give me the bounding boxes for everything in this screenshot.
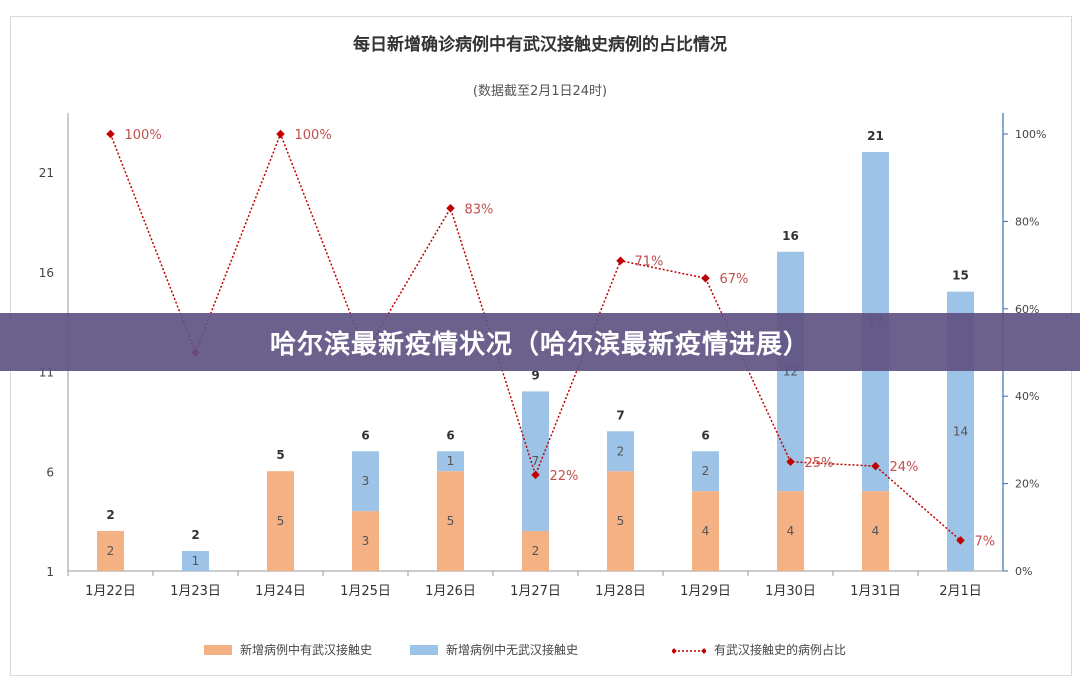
bar-label-with-contact: 5 (617, 514, 625, 528)
ratio-point (616, 256, 625, 265)
bar-with-contact (352, 511, 379, 571)
y-right-tick-label: 60% (1015, 303, 1039, 316)
y-left-tick-label: 1 (46, 565, 54, 579)
chart-subtitle: (数据截至2月1日24时) (472, 84, 608, 99)
bar-label-with-contact: 4 (787, 524, 795, 538)
bar-label-with-contact: 4 (872, 524, 880, 538)
ratio-point-label: 100% (125, 128, 162, 143)
ratio-point (701, 273, 710, 283)
bar-label-with-contact: 4 (702, 524, 710, 538)
x-tick-label: 1月27日 (510, 584, 561, 599)
bar-without-contact (777, 251, 804, 492)
bar-without-contact (692, 451, 719, 492)
bar-without-contact (607, 431, 634, 472)
ratio-point (871, 461, 880, 471)
chart-title: 每日新增确诊病例中有武汉接触史病例的占比情况 (353, 35, 727, 55)
x-tick-label: 1月28日 (595, 584, 646, 599)
bar-with-contact (862, 491, 889, 571)
legend-swatch-blue (410, 644, 438, 655)
bar-total-label: 5 (276, 448, 284, 462)
ratio-point-label: 100% (295, 128, 332, 143)
y-right-tick-label: 100% (1015, 128, 1046, 141)
bar-total-label: 2 (191, 528, 199, 542)
bar-label-with-contact: 5 (447, 514, 455, 528)
y-right-tick-label: 20% (1015, 478, 1039, 491)
bar-label-without-contact: 3 (362, 474, 370, 488)
ratio-point-label: 22% (550, 469, 579, 484)
bar-with-contact (267, 471, 294, 571)
x-tick-label: 1月29日 (680, 584, 731, 599)
legend-item-without-contact: 新增病例中无武汉接触史 (410, 641, 578, 658)
overlay-banner: 哈尔滨最新疫情状况（哈尔滨最新疫情进展） (0, 313, 1080, 371)
ratio-point-label: 67% (720, 272, 749, 287)
y-right-tick-label: 40% (1015, 390, 1039, 403)
bar-with-contact (97, 531, 124, 571)
bar-label-without-contact: 2 (617, 444, 625, 458)
ratio-point-label: 25% (805, 456, 834, 471)
legend-label-ratio: 有武汉接触史的病例占比 (714, 643, 847, 657)
ratio-point-label: 24% (890, 460, 919, 475)
bar-total-label: 15 (952, 269, 969, 283)
bar-label-without-contact: 7 (532, 454, 540, 468)
bar-without-contact (522, 391, 549, 532)
bar-label-without-contact: 14 (953, 424, 968, 438)
y-left-tick-label: 6 (46, 465, 54, 479)
ratio-point (956, 536, 965, 545)
bar-total-label: 21 (867, 129, 884, 143)
ratio-point-label: 83% (465, 202, 494, 217)
bar-with-contact (437, 471, 464, 571)
bar-total-label: 6 (446, 428, 454, 442)
ratio-point (446, 204, 455, 213)
y-right-tick-label: 80% (1015, 215, 1039, 228)
ratio-point-label: 71% (635, 255, 664, 270)
bar-label-with-contact: 5 (277, 514, 285, 528)
bar-label-without-contact: 1 (192, 554, 200, 568)
ratio-point (106, 129, 115, 139)
x-tick-label: 1月31日 (850, 584, 901, 599)
x-tick-label: 1月23日 (170, 584, 221, 599)
legend-label-with-contact: 新增病例中有武汉接触史 (240, 643, 373, 657)
bar-label-with-contact: 2 (107, 544, 115, 558)
legend-line-marker-icon (671, 645, 707, 655)
bar-label-with-contact: 2 (532, 544, 540, 558)
ratio-point-label: 7% (975, 534, 996, 549)
x-tick-label: 1月26日 (425, 584, 476, 599)
bar-with-contact (522, 531, 549, 571)
legend-label-without-contact: 新增病例中无武汉接触史 (446, 643, 579, 657)
bar-with-contact (777, 491, 804, 571)
bar-total-label: 9 (531, 368, 539, 382)
bar-label-without-contact: 1 (447, 454, 455, 468)
legend-swatch-orange (204, 644, 232, 655)
bar-without-contact (437, 451, 464, 472)
bar-without-contact (352, 451, 379, 512)
ratio-point (531, 470, 540, 480)
bar-with-contact (607, 471, 634, 571)
y-right-tick-label: 0% (1015, 565, 1032, 578)
bar-label-without-contact: 2 (702, 464, 710, 478)
bar-total-label: 2 (106, 508, 114, 522)
bar-total-label: 7 (616, 408, 624, 422)
x-tick-label: 1月24日 (255, 584, 306, 599)
y-left-tick-label: 21 (39, 166, 54, 180)
legend-item-ratio: 有武汉接触史的病例占比 (671, 641, 847, 658)
x-tick-label: 2月1日 (939, 584, 982, 599)
x-tick-label: 1月30日 (765, 584, 816, 599)
ratio-point (276, 129, 285, 139)
ratio-point (786, 457, 795, 466)
x-tick-label: 1月25日 (340, 584, 391, 599)
y-left-tick-label: 16 (39, 266, 54, 280)
bar-total-label: 6 (361, 428, 369, 442)
bar-label-with-contact: 3 (362, 534, 370, 548)
x-tick-label: 1月22日 (85, 584, 136, 599)
legend-item-with-contact: 新增病例中有武汉接触史 (204, 641, 372, 658)
bar-total-label: 16 (782, 229, 799, 243)
banner-text: 哈尔滨最新疫情状况（哈尔滨最新疫情进展） (269, 329, 810, 360)
chart-legend: 新增病例中有武汉接触史 新增病例中无武汉接触史 有武汉接触史的病例占比 (0, 641, 1080, 661)
bar-without-contact (182, 551, 209, 571)
bar-total-label: 6 (701, 428, 709, 442)
bar-with-contact (692, 491, 719, 571)
